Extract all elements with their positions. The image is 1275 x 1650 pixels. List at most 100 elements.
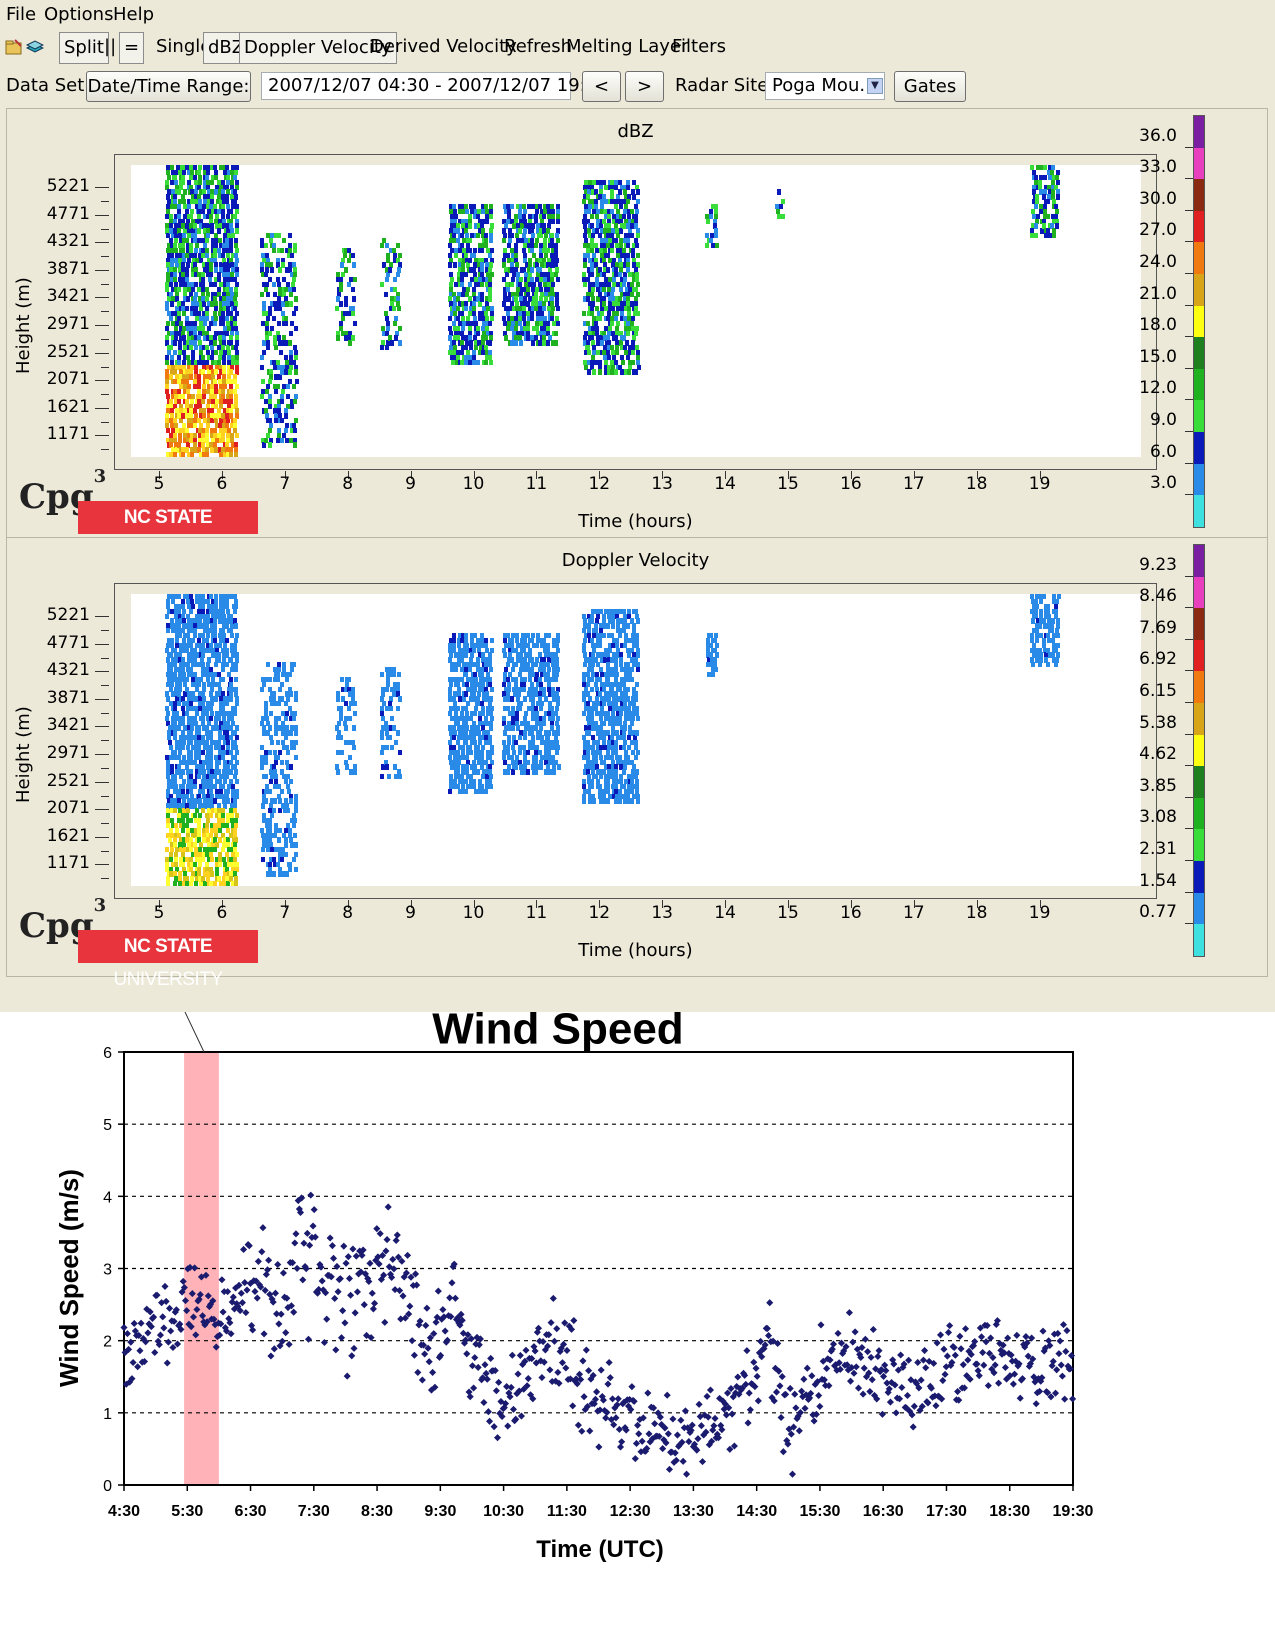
radar-echo-cell xyxy=(277,335,282,341)
menu-options[interactable]: Options xyxy=(44,4,114,25)
filters-button[interactable]: Filters xyxy=(672,36,726,57)
next-button[interactable]: > xyxy=(625,71,664,102)
radar-echo-cell xyxy=(232,832,237,838)
radar-echo-cell xyxy=(386,320,390,327)
colorbar-label: 33.0 xyxy=(1139,157,1177,178)
radar-echo-cell xyxy=(216,652,221,658)
single-button[interactable]: Single xyxy=(156,36,212,57)
radar-echo-cell xyxy=(1043,184,1048,190)
radar-echo-cell xyxy=(214,769,218,775)
radar-echo-cell xyxy=(268,822,273,829)
radar-echo-cell xyxy=(542,228,547,234)
radar-echo-cell xyxy=(209,813,214,819)
radar-echo-cell xyxy=(182,252,187,258)
radar-echo-cell xyxy=(591,208,596,215)
radar-echo-cell xyxy=(613,764,618,770)
radar-echo-cell xyxy=(516,725,521,731)
radar-echo-cell xyxy=(179,662,184,668)
menu-file[interactable]: File xyxy=(6,4,37,25)
colorbar-tick xyxy=(1185,494,1193,496)
radar-echo-cell xyxy=(617,686,622,692)
radar-echo-cell xyxy=(631,252,635,258)
melting-layer-button[interactable]: Melting Layer xyxy=(566,36,689,57)
radar-echo-cell xyxy=(451,744,456,751)
radar-echo-cell xyxy=(599,208,604,215)
horizontal-split-button[interactable]: = xyxy=(119,32,145,64)
radar-echo-cell xyxy=(198,174,203,181)
radar-echo-cell xyxy=(614,671,619,678)
radar-echo-cell xyxy=(193,861,197,868)
radar-echo-cell xyxy=(170,422,175,429)
previous-button[interactable]: < xyxy=(582,71,621,102)
radar-echo-cell xyxy=(222,594,227,600)
radar-echo-cell xyxy=(544,769,548,775)
radar-echo-cell xyxy=(476,696,481,702)
radar-echo-cell xyxy=(636,311,640,317)
refresh-button[interactable]: Refresh xyxy=(504,36,572,57)
radar-echo-cell xyxy=(181,667,186,673)
radar-echo-cell xyxy=(204,866,209,872)
radar-echo-cell xyxy=(528,676,533,683)
radar-echo-cell xyxy=(185,759,190,765)
radar-echo-cell xyxy=(284,359,289,366)
radar-echo-cell xyxy=(263,710,268,717)
doppler-velocity-button[interactable]: Doppler Velocity xyxy=(239,32,397,64)
radar-echo-cell xyxy=(225,851,230,858)
radar-echo-cell xyxy=(460,340,465,346)
gates-button[interactable]: Gates xyxy=(894,71,966,102)
radar-echo-cell xyxy=(600,228,605,234)
doppler-plot-area[interactable] xyxy=(114,583,1157,899)
radar-echo-cell xyxy=(616,208,621,215)
radar-echo-cell xyxy=(454,652,459,658)
radar-echo-cell xyxy=(633,306,638,312)
radar-echo-cell xyxy=(285,301,290,307)
radar-site-select[interactable]: Poga Mou... ▼ xyxy=(765,72,885,100)
radar-echo-cell xyxy=(611,296,616,302)
radar-echo-cell xyxy=(595,652,600,658)
radar-echo-cell xyxy=(265,730,270,736)
radar-echo-cell xyxy=(219,369,224,375)
radar-echo-cell xyxy=(222,218,226,224)
radar-echo-cell xyxy=(199,315,204,322)
radar-echo-cell xyxy=(538,213,543,220)
radar-echo-cell xyxy=(599,774,604,780)
radar-echo-cell xyxy=(471,252,476,258)
chevron-down-icon[interactable]: ▼ xyxy=(867,78,883,94)
radar-echo-cell xyxy=(481,774,486,780)
x-tick-mark xyxy=(725,471,727,479)
radar-echo-cell xyxy=(204,359,209,366)
radar-echo-cell xyxy=(611,286,615,293)
radar-echo-cell xyxy=(514,320,519,327)
dbz-plot-area[interactable] xyxy=(114,154,1157,470)
radar-echo-cell xyxy=(503,203,508,210)
radar-echo-cell xyxy=(465,749,470,756)
radar-echo-cell xyxy=(168,437,173,443)
radar-echo-cell xyxy=(626,199,630,205)
radar-echo-cell xyxy=(194,179,199,185)
radar-echo-cell xyxy=(555,306,560,312)
radar-echo-cell xyxy=(544,744,549,751)
radar-echo-cell xyxy=(276,725,281,731)
radar-echo-cell xyxy=(583,769,588,775)
radar-echo-cell xyxy=(177,715,182,722)
radar-echo-cell xyxy=(169,851,174,858)
radar-echo-cell xyxy=(530,637,535,644)
radar-echo-cell xyxy=(531,340,536,346)
date-time-range-button[interactable]: Date/Time Range: xyxy=(86,71,251,102)
radar-echo-cell xyxy=(285,783,290,790)
vertical-split-button[interactable]: || xyxy=(104,36,117,57)
radar-echo-cell xyxy=(283,715,288,722)
radar-echo-cell xyxy=(202,427,207,434)
radar-echo-cell xyxy=(631,272,636,278)
layers-icon[interactable] xyxy=(26,38,44,56)
radar-echo-cell xyxy=(455,740,460,746)
radar-echo-cell xyxy=(203,618,208,624)
radar-echo-cell xyxy=(223,778,228,785)
open-folder-icon[interactable] xyxy=(5,38,23,56)
split-button[interactable]: Split xyxy=(59,32,109,64)
date-time-range-field[interactable]: 2007/12/07 04:30 - 2007/12/07 19:30 xyxy=(261,72,609,100)
menu-help[interactable]: Help xyxy=(113,4,155,25)
radar-echo-cell xyxy=(489,710,494,717)
derived-velocity-button[interactable]: Derived Velocity xyxy=(370,36,517,57)
radar-echo-cell xyxy=(167,637,172,644)
